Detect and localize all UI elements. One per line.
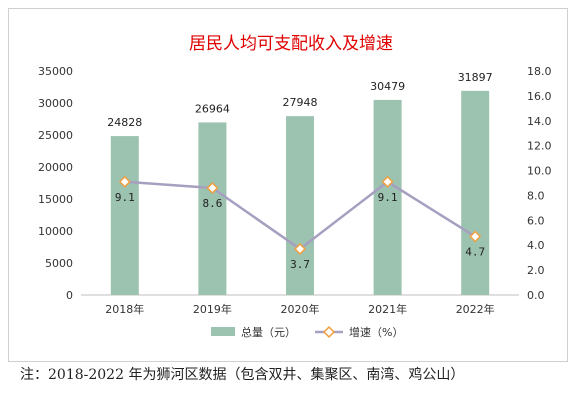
y-right-tick-label: 0.0 (527, 289, 545, 302)
y-left-tick-label: 30000 (38, 97, 73, 110)
y-right-tick-label: 12.0 (527, 140, 552, 153)
y-right-tick-label: 4.0 (527, 239, 545, 252)
growth-data-label: 9.1 (115, 191, 135, 204)
y-left-tick-label: 35000 (38, 65, 73, 78)
x-tick-label: 2018年 (105, 302, 144, 316)
y-right-tick-label: 2.0 (527, 264, 545, 277)
combo-chart: 居民人均可支配收入及增速 0 5000 10000 15000 20000 25000 30… (38, 34, 552, 339)
legend-bar-label: 总量（元） (241, 325, 296, 339)
footnote: 注：2018-2022 年为狮河区数据（包含双井、集聚区、南湾、鸡公山） (20, 367, 465, 383)
growth-data-label: 8.6 (202, 197, 222, 210)
y-right-tick-label: 8.0 (527, 189, 545, 202)
legend-bar-swatch (211, 327, 235, 336)
y-left-tick-label: 20000 (38, 161, 73, 174)
y-right-tick-label: 18.0 (527, 65, 552, 78)
y-right-tick-label: 16.0 (527, 90, 552, 103)
growth-data-label: 9.1 (378, 191, 398, 204)
x-tick-label: 2021年 (368, 302, 407, 316)
y-right-tick-label: 10.0 (527, 165, 552, 178)
y-left-tick-label: 5000 (45, 257, 73, 270)
bar-data-label: 31897 (458, 71, 493, 84)
y-left-tick-label: 25000 (38, 129, 73, 142)
bar (198, 122, 227, 296)
legend-line-marker (322, 325, 336, 339)
chart-frame: 居民人均可支配收入及增速 0 5000 10000 15000 20000 25000 30… (8, 8, 568, 362)
growth-point (118, 175, 131, 188)
bar-data-label: 30479 (370, 80, 405, 93)
bar-data-label: 26964 (195, 102, 230, 115)
bar-data-label: 27948 (283, 96, 318, 109)
growth-point (293, 242, 307, 255)
growth-point (206, 181, 219, 194)
growth-data-label: 4.7 (465, 246, 485, 259)
growth-point (381, 175, 394, 188)
bar (286, 116, 314, 295)
bar-data-label: 24828 (107, 116, 142, 129)
y-right-tick-label: 6.0 (527, 214, 545, 227)
legend-line-label: 增速（%） (349, 325, 403, 339)
x-tick-label: 2020年 (281, 302, 320, 316)
growth-point (469, 230, 482, 243)
y-left-tick-label: 0 (66, 289, 73, 302)
bar (461, 90, 490, 296)
y-left-tick-label: 10000 (38, 225, 73, 238)
bar (110, 136, 139, 295)
x-tick-label: 2019年 (193, 302, 232, 316)
growth-data-label: 3.7 (290, 258, 310, 271)
bar (373, 99, 402, 295)
x-tick-label: 2022年 (456, 302, 495, 316)
y-left-tick-label: 15000 (38, 193, 73, 206)
y-right-tick-label: 14.0 (527, 115, 552, 128)
chart-title: 居民人均可支配收入及增速 (189, 34, 393, 54)
